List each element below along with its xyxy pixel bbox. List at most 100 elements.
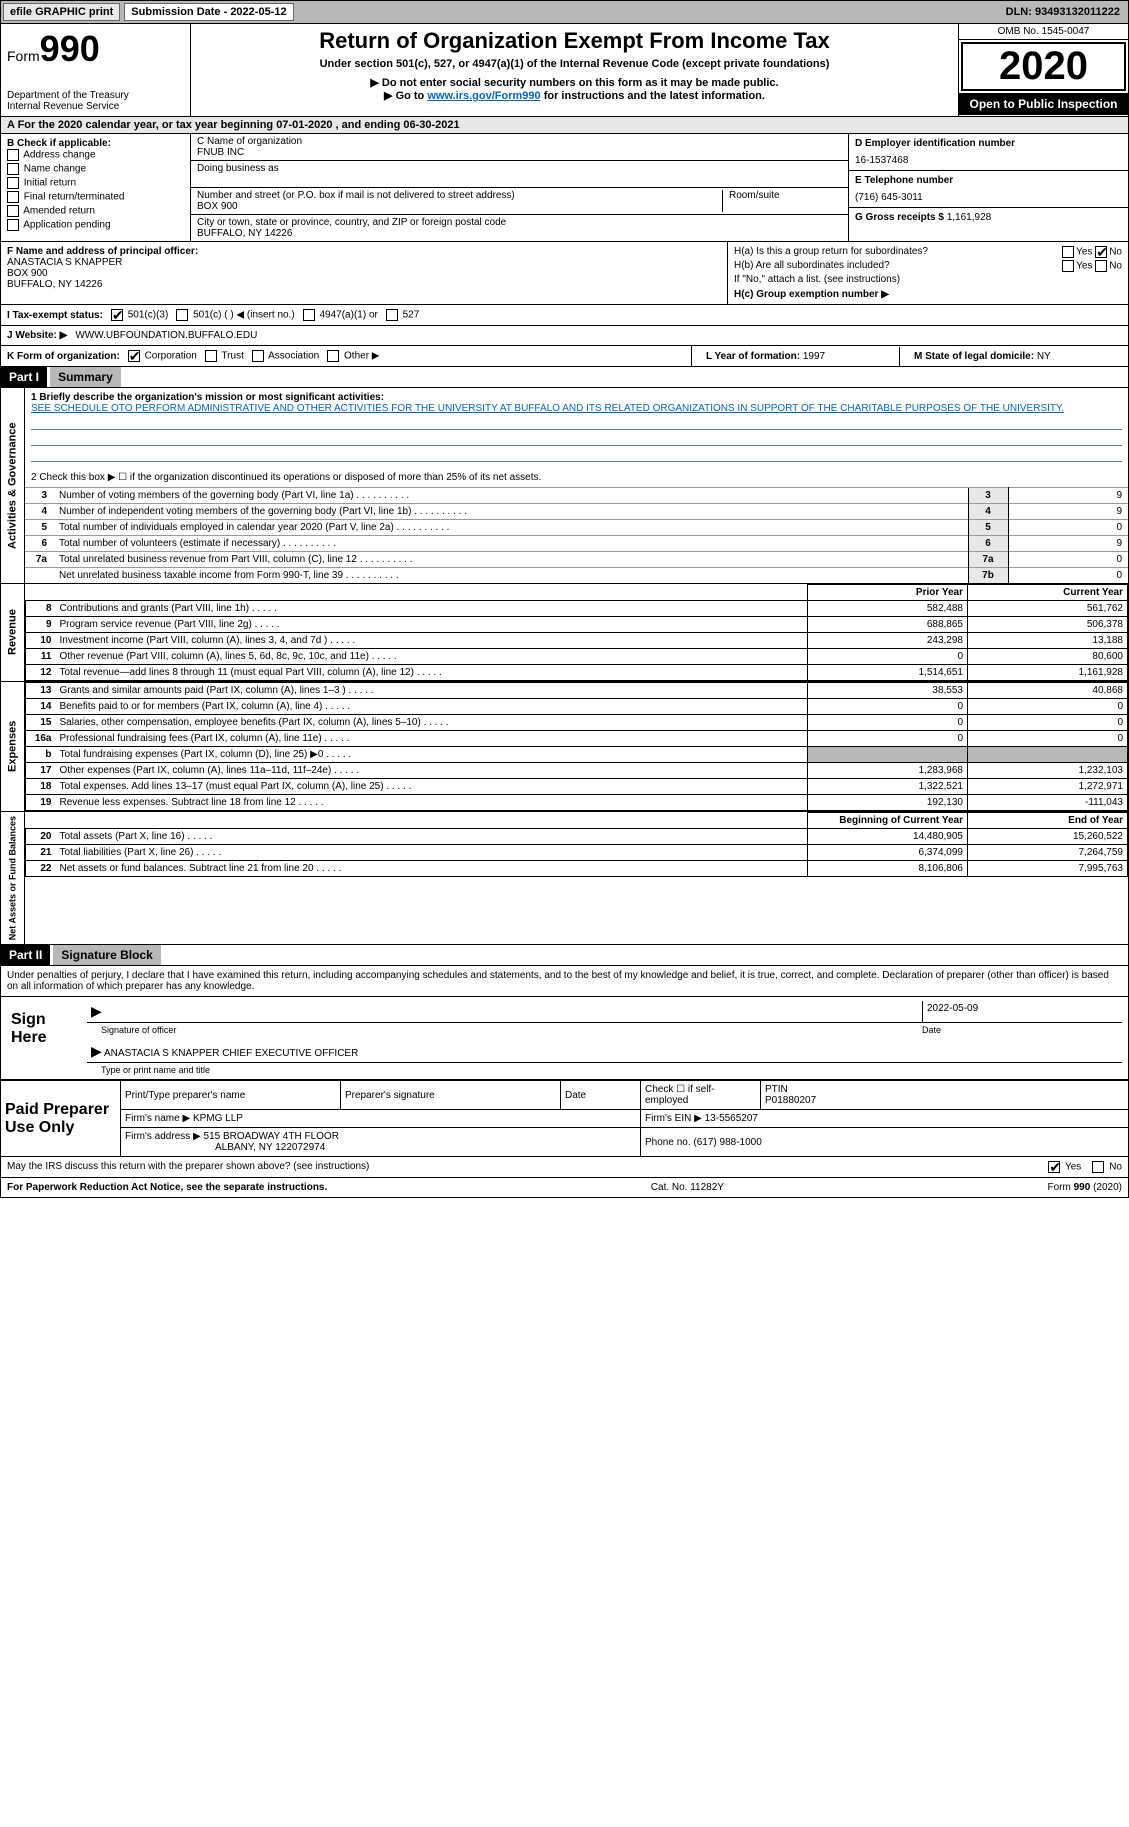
entity-block: B Check if applicable: Address change Na… bbox=[0, 134, 1129, 242]
ck-other[interactable] bbox=[327, 350, 339, 362]
city-label: City or town, state or province, country… bbox=[197, 217, 842, 228]
gross-value: 1,161,928 bbox=[947, 212, 992, 223]
form-subtitle: Under section 501(c), 527, or 4947(a)(1)… bbox=[197, 58, 952, 70]
submission-date: Submission Date - 2022-05-12 bbox=[124, 3, 293, 21]
ck-initial-return[interactable]: Initial return bbox=[7, 177, 184, 189]
gross-label: G Gross receipts $ bbox=[855, 212, 944, 223]
website-row: J Website: ▶ WWW.UBFOUNDATION.BUFFALO.ED… bbox=[0, 326, 1129, 346]
ck-501c[interactable] bbox=[176, 309, 188, 321]
hb-note: If "No," attach a list. (see instruction… bbox=[734, 274, 1122, 285]
section-revenue: Revenue bbox=[1, 584, 25, 681]
tax-year-period: A For the 2020 calendar year, or tax yea… bbox=[0, 117, 1129, 134]
cat-no: Cat. No. 11282Y bbox=[651, 1182, 724, 1193]
form-header: Form990 Department of the Treasury Inter… bbox=[0, 24, 1129, 117]
ck-527[interactable] bbox=[386, 309, 398, 321]
tax-exempt-row: I Tax-exempt status: 501(c)(3) 501(c) ( … bbox=[0, 305, 1129, 326]
open-inspection: Open to Public Inspection bbox=[959, 93, 1128, 115]
sig-officer-caption: Signature of officer bbox=[87, 1025, 922, 1035]
ck-address-change[interactable]: Address change bbox=[7, 149, 184, 161]
declaration-text: Under penalties of perjury, I declare th… bbox=[0, 966, 1129, 997]
ha-yes[interactable] bbox=[1062, 246, 1074, 258]
footer: For Paperwork Reduction Act Notice, see … bbox=[0, 1178, 1129, 1198]
ck-amended[interactable]: Amended return bbox=[7, 205, 184, 217]
ck-app-pending[interactable]: Application pending bbox=[7, 219, 184, 231]
omb-number: OMB No. 1545-0047 bbox=[959, 24, 1128, 40]
officer-name: ANASTACIA S KNAPPER bbox=[7, 257, 721, 268]
revenue-table: Prior YearCurrent Year8Contributions and… bbox=[25, 584, 1128, 681]
firm-ein: 13-5565207 bbox=[705, 1113, 758, 1124]
irs-link[interactable]: www.irs.gov/Form990 bbox=[427, 90, 540, 102]
ck-final-return[interactable]: Final return/terminated bbox=[7, 191, 184, 203]
discuss-no[interactable] bbox=[1092, 1161, 1104, 1173]
dba-label: Doing business as bbox=[197, 163, 842, 174]
dln: DLN: 93493132011222 bbox=[1006, 6, 1126, 18]
form-org-row: K Form of organization: Corporation Trus… bbox=[0, 346, 1129, 367]
governance-table: 3Number of voting members of the governi… bbox=[25, 487, 1128, 583]
prep-date-label: Date bbox=[561, 1081, 641, 1110]
part1-header: Part I bbox=[1, 367, 47, 387]
section-governance: Activities & Governance bbox=[1, 388, 25, 583]
ck-corp[interactable] bbox=[128, 350, 140, 362]
hc-label: H(c) Group exemption number ▶ bbox=[734, 289, 1122, 300]
prep-self-emp[interactable]: Check ☐ if self-employed bbox=[641, 1081, 761, 1110]
ck-trust[interactable] bbox=[205, 350, 217, 362]
ck-501c3[interactable] bbox=[111, 309, 123, 321]
ck-assoc[interactable] bbox=[252, 350, 264, 362]
year-formation: 1997 bbox=[803, 351, 825, 362]
firm-addr1: 515 BROADWAY 4TH FLOOR bbox=[204, 1131, 339, 1142]
prep-sig-label: Preparer's signature bbox=[341, 1081, 561, 1110]
city-value: BUFFALO, NY 14226 bbox=[197, 228, 842, 239]
hb-no[interactable] bbox=[1095, 260, 1107, 272]
part2-header: Part II bbox=[1, 945, 50, 965]
part1-title: Summary bbox=[50, 367, 121, 387]
efile-button[interactable]: efile GRAPHIC print bbox=[3, 3, 120, 21]
mission-text: SEE SCHEDULE OTO PERFORM ADMINISTRATIVE … bbox=[31, 403, 1122, 414]
form-number: Form990 bbox=[7, 28, 184, 70]
website-url[interactable]: WWW.UBFOUNDATION.BUFFALO.EDU bbox=[75, 330, 257, 341]
type-name-caption: Type or print name and title bbox=[87, 1065, 1122, 1075]
section-expenses: Expenses bbox=[1, 682, 25, 811]
tel-value: (716) 645-3011 bbox=[855, 192, 1122, 203]
part2-title: Signature Block bbox=[53, 945, 160, 965]
section-net-assets: Net Assets or Fund Balances bbox=[1, 812, 25, 944]
ck-name-change[interactable]: Name change bbox=[7, 163, 184, 175]
prep-name-label: Print/Type preparer's name bbox=[121, 1081, 341, 1110]
discuss-row: May the IRS discuss this return with the… bbox=[0, 1157, 1129, 1178]
topbar: efile GRAPHIC print Submission Date - 20… bbox=[0, 0, 1129, 24]
discuss-yes[interactable] bbox=[1048, 1161, 1060, 1173]
firm-name: KPMG LLP bbox=[193, 1113, 243, 1124]
addr-value: BOX 900 bbox=[197, 201, 722, 212]
state-domicile: NY bbox=[1037, 351, 1051, 362]
officer-addr1: BOX 900 bbox=[7, 268, 721, 279]
form-ref: Form 990 (2020) bbox=[1048, 1182, 1122, 1193]
ein-value: 16-1537468 bbox=[855, 155, 1122, 166]
sign-here-label: Sign Here bbox=[7, 1001, 87, 1075]
hb-label: H(b) Are all subordinates included? bbox=[734, 260, 890, 272]
hb-yes[interactable] bbox=[1062, 260, 1074, 272]
q2-text: 2 Check this box ▶ ☐ if the organization… bbox=[31, 472, 1122, 483]
form-title: Return of Organization Exempt From Incom… bbox=[197, 28, 952, 54]
net-assets-table: Beginning of Current YearEnd of Year20To… bbox=[25, 812, 1128, 877]
ha-no[interactable] bbox=[1095, 246, 1107, 258]
ha-label: H(a) Is this a group return for subordin… bbox=[734, 246, 928, 258]
expenses-table: 13Grants and similar amounts paid (Part … bbox=[25, 682, 1128, 811]
ck-4947[interactable] bbox=[303, 309, 315, 321]
ptin-label: PTIN bbox=[765, 1084, 1124, 1095]
sig-date: 2022-05-09 bbox=[922, 1001, 1122, 1022]
ptin-value: P01880207 bbox=[765, 1095, 1124, 1106]
note-ssn: ▶ Do not enter social security numbers o… bbox=[197, 76, 952, 89]
org-name: FNUB INC bbox=[197, 147, 842, 158]
q1-label: 1 Briefly describe the organization's mi… bbox=[31, 392, 1122, 403]
firm-phone: (617) 988-1000 bbox=[693, 1137, 761, 1148]
paid-preparer-label: Paid Preparer Use Only bbox=[1, 1081, 121, 1157]
org-name-label: C Name of organization bbox=[197, 136, 842, 147]
firm-addr2: ALBANY, NY 122072974 bbox=[215, 1142, 325, 1153]
tel-label: E Telephone number bbox=[855, 175, 1122, 186]
sig-date-caption: Date bbox=[922, 1025, 1122, 1035]
addr-label: Number and street (or P.O. box if mail i… bbox=[197, 190, 722, 201]
officer-print-name: ANASTACIA S KNAPPER CHIEF EXECUTIVE OFFI… bbox=[104, 1048, 358, 1059]
room-label: Room/suite bbox=[722, 190, 842, 212]
officer-label: F Name and address of principal officer: bbox=[7, 246, 721, 257]
preparer-table: Paid Preparer Use Only Print/Type prepar… bbox=[0, 1080, 1129, 1157]
officer-addr2: BUFFALO, NY 14226 bbox=[7, 279, 721, 290]
